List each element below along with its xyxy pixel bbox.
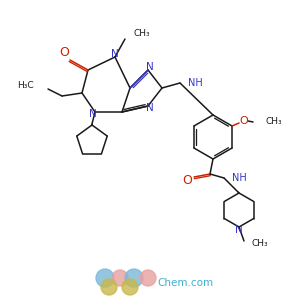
Text: CH₃: CH₃ bbox=[265, 118, 282, 127]
Text: O: O bbox=[182, 175, 192, 188]
Text: CH₃: CH₃ bbox=[251, 239, 268, 248]
Text: N: N bbox=[235, 225, 243, 235]
Circle shape bbox=[101, 279, 117, 295]
Text: O: O bbox=[240, 116, 248, 126]
Circle shape bbox=[125, 269, 143, 287]
Circle shape bbox=[122, 279, 138, 295]
Text: O: O bbox=[59, 46, 69, 59]
Text: NH: NH bbox=[188, 78, 203, 88]
Circle shape bbox=[140, 270, 156, 286]
Text: N: N bbox=[146, 103, 154, 113]
Text: N: N bbox=[111, 49, 119, 59]
Text: CH₃: CH₃ bbox=[133, 28, 150, 38]
Circle shape bbox=[96, 269, 114, 287]
Text: NH: NH bbox=[232, 173, 247, 183]
Text: H₃C: H₃C bbox=[17, 82, 34, 91]
Text: Chem.com: Chem.com bbox=[157, 278, 213, 288]
Text: N: N bbox=[146, 62, 154, 72]
Circle shape bbox=[112, 270, 128, 286]
Text: N: N bbox=[89, 109, 97, 119]
